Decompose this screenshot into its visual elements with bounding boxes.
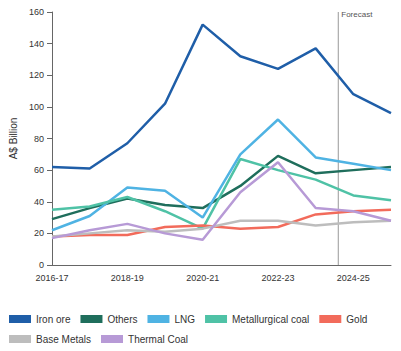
svg-text:Iron ore: Iron ore: [36, 314, 71, 325]
svg-text:LNG: LNG: [174, 314, 195, 325]
svg-text:Base Metals: Base Metals: [36, 334, 91, 345]
svg-text:Forecast: Forecast: [341, 10, 373, 19]
svg-text:60: 60: [34, 165, 44, 175]
svg-text:2020-21: 2020-21: [186, 273, 219, 283]
svg-text:Thermal Coal: Thermal Coal: [128, 334, 188, 345]
svg-text:2018-19: 2018-19: [111, 273, 144, 283]
svg-text:140: 140: [29, 39, 44, 49]
svg-text:Gold: Gold: [346, 314, 367, 325]
svg-text:0: 0: [39, 260, 44, 270]
svg-text:Others: Others: [107, 314, 137, 325]
svg-text:2016-17: 2016-17: [35, 273, 68, 283]
svg-text:40: 40: [34, 197, 44, 207]
svg-text:20: 20: [34, 228, 44, 238]
svg-text:80: 80: [34, 134, 44, 144]
svg-text:160: 160: [29, 7, 44, 17]
svg-text:2024-25: 2024-25: [337, 273, 370, 283]
svg-text:120: 120: [29, 70, 44, 80]
svg-text:100: 100: [29, 102, 44, 112]
svg-text:2022-23: 2022-23: [261, 273, 294, 283]
svg-text:A$ Billion: A$ Billion: [8, 118, 19, 160]
svg-text:Metallurgical coal: Metallurgical coal: [232, 314, 309, 325]
